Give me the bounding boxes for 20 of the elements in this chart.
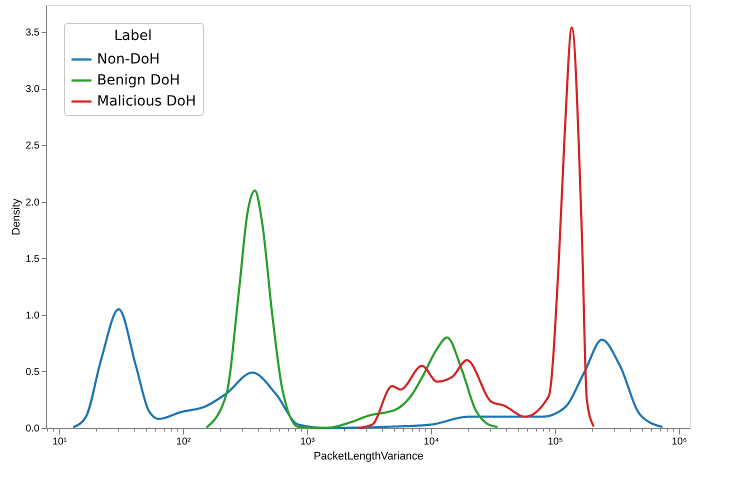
y-tick-label: 1.5 bbox=[26, 254, 40, 265]
x-axis-title: PacketLengthVariance bbox=[314, 450, 424, 462]
x-tick-label: 10⁶ bbox=[672, 436, 687, 448]
x-tick-label: 10¹ bbox=[52, 436, 68, 448]
y-tick-label: 1.0 bbox=[26, 310, 40, 322]
legend-label: Non-DoH bbox=[97, 52, 160, 68]
y-axis-title: Density bbox=[10, 198, 23, 236]
y-tick-label: 2.5 bbox=[26, 140, 40, 152]
y-tick-label: 0.0 bbox=[26, 424, 40, 434]
y-tick-label: 3.5 bbox=[26, 28, 40, 39]
x-tick-label: 10³ bbox=[300, 436, 316, 448]
legend-label: Malicious DoH bbox=[97, 94, 196, 110]
legend-label: Benign DoH bbox=[97, 72, 180, 88]
x-tick-label: 10² bbox=[176, 436, 192, 448]
y-tick-label: 3.0 bbox=[26, 84, 40, 96]
legend-title: Label bbox=[114, 28, 152, 44]
y-tick-label: 0.5 bbox=[26, 366, 40, 378]
x-tick-label: 10⁴ bbox=[424, 436, 440, 448]
x-tick-label: 10⁵ bbox=[548, 436, 564, 448]
y-tick-label: 2.0 bbox=[26, 197, 40, 208]
